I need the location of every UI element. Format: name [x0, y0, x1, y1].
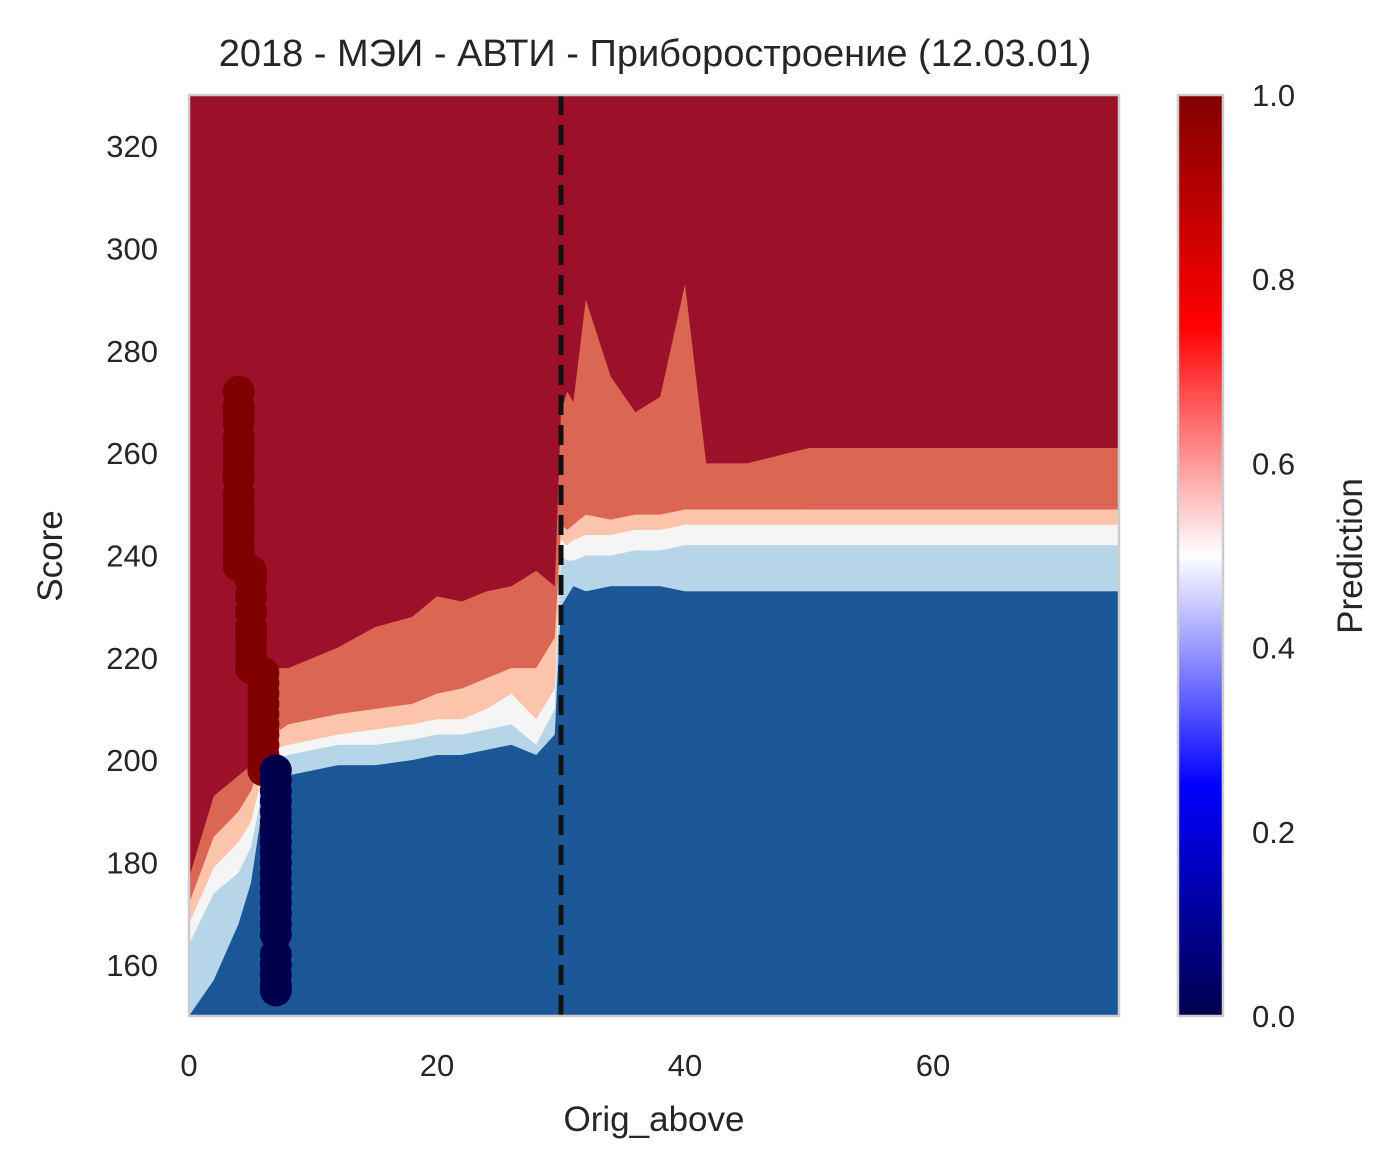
x-axis: 0 20 40 60 Orig_above [180, 1048, 950, 1139]
x-tick-label: 40 [668, 1048, 702, 1083]
point-admitted [222, 457, 255, 490]
point-admitted [222, 426, 255, 459]
y-axis: 160 180 200 220 240 260 280 300 320 Scor… [31, 129, 158, 983]
y-tick-label: 320 [106, 129, 158, 164]
plot-area [189, 95, 1119, 1016]
colorbar-tick-label: 0.2 [1252, 815, 1295, 850]
contour-region [660, 448, 1119, 505]
x-tick-label: 20 [420, 1048, 454, 1083]
colorbar-tick-label: 0.6 [1252, 446, 1295, 481]
y-tick-label: 160 [106, 948, 158, 983]
colorbar-tick-label: 0.0 [1252, 999, 1295, 1034]
y-tick-label: 240 [106, 539, 158, 574]
contour-region [189, 586, 1119, 1016]
colorbar-gradient [1176, 93, 1225, 1018]
colorbar-label: Prediction [1331, 478, 1370, 634]
point-rejected [259, 918, 292, 951]
point-admitted [222, 396, 255, 429]
y-tick-label: 300 [106, 232, 158, 267]
colorbar-tick-label: 0.8 [1252, 262, 1295, 297]
colorbar-tick-label: 0.4 [1252, 631, 1295, 666]
colorbar: 0.0 0.2 0.4 0.6 0.8 1.0 Prediction [1176, 78, 1370, 1034]
point-rejected [259, 974, 292, 1007]
contour-regions [189, 95, 1119, 1016]
y-tick-label: 180 [106, 846, 158, 881]
plot-frame [187, 93, 1121, 1018]
y-tick-label: 260 [106, 436, 158, 471]
x-tick-label: 60 [916, 1048, 950, 1083]
data-points [222, 375, 292, 1007]
y-tick-label: 280 [106, 334, 158, 369]
y-tick-label: 200 [106, 743, 158, 778]
chart-title: 2018 - МЭИ - АВТИ - Приборостроение (12.… [219, 33, 1092, 75]
x-tick-label: 0 [180, 1048, 197, 1083]
colorbar-tick-label: 1.0 [1252, 78, 1295, 113]
y-tick-label: 220 [106, 641, 158, 676]
y-axis-label: Score [31, 510, 70, 601]
x-axis-label: Orig_above [564, 1100, 745, 1139]
